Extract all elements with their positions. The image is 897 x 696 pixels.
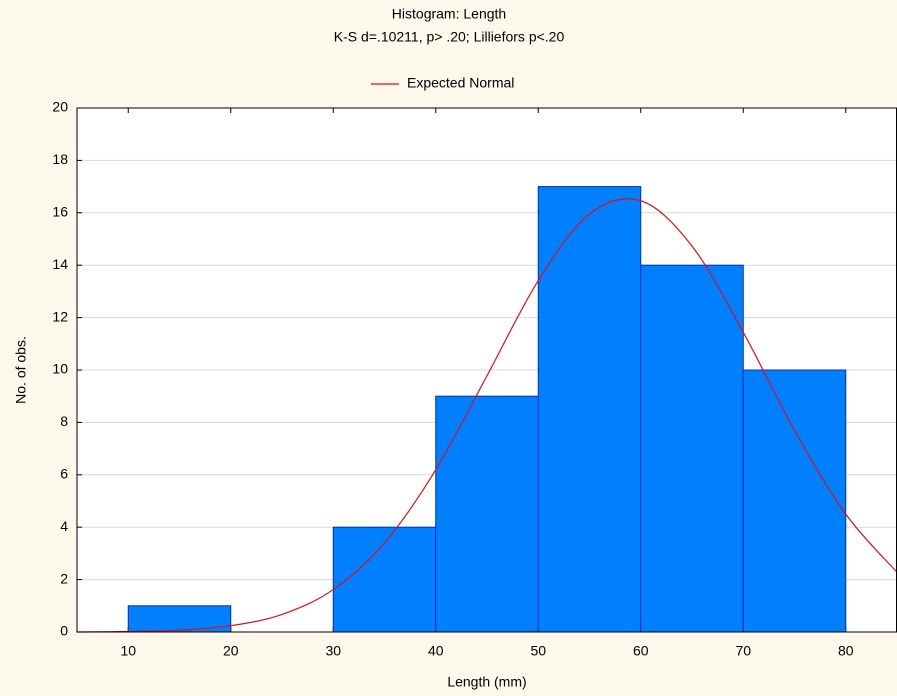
- bar: [537, 186, 642, 633]
- normal-curve: [76, 198, 897, 633]
- x-tick-label: 50: [530, 643, 546, 659]
- y-tick-label: 0: [60, 623, 68, 639]
- x-tick-label: 30: [325, 643, 341, 659]
- y-tick-label: 20: [52, 99, 68, 115]
- y-tick-label: 10: [52, 361, 68, 377]
- y-tick-label: 16: [52, 204, 68, 220]
- y-tick-label: 12: [52, 308, 68, 324]
- y-tick-label: 14: [52, 256, 68, 272]
- y-tick-label: 18: [52, 151, 68, 167]
- x-tick-label: 70: [735, 643, 751, 659]
- y-tick-label: 8: [60, 413, 68, 429]
- y-tick-label: 2: [60, 570, 68, 586]
- x-tick-label: 10: [120, 643, 136, 659]
- bar: [332, 526, 437, 633]
- y-axis-label: No. of obs.: [13, 336, 29, 404]
- bar: [742, 369, 847, 633]
- bar: [640, 264, 744, 633]
- chart-title: Histogram: Length: [392, 6, 506, 22]
- bar: [435, 395, 539, 633]
- x-tick-label: 60: [633, 643, 649, 659]
- legend-label: Expected Normal: [407, 75, 514, 91]
- x-axis-label: Length (mm): [447, 674, 526, 690]
- y-tick-label: 6: [60, 466, 68, 482]
- x-tick-label: 20: [223, 643, 239, 659]
- x-tick-label: 80: [838, 643, 854, 659]
- y-tick-label: 4: [60, 518, 68, 534]
- chart-subtitle: K-S d=.10211, p> .20; Lilliefors p<.20: [334, 29, 565, 45]
- x-tick-label: 40: [428, 643, 444, 659]
